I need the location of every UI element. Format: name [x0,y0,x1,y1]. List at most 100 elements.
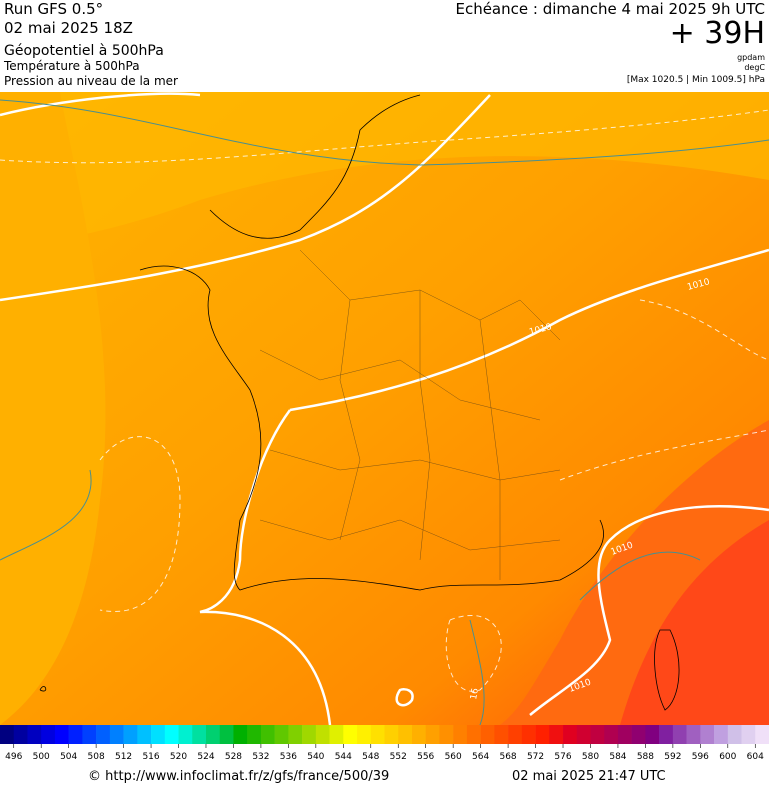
color-swatch [151,725,166,744]
color-swatch [686,725,701,744]
tick-label: 516 [142,752,159,762]
color-swatch [274,725,289,744]
color-swatch [68,725,83,744]
color-swatch [398,725,413,744]
tick-label: 528 [225,752,242,762]
tick-label: 560 [445,752,462,762]
color-swatch [123,725,138,744]
color-swatch [741,725,756,744]
color-swatch [494,725,509,744]
color-swatch [315,725,330,744]
tick-label: 572 [527,752,544,762]
tick-label: 496 [5,752,22,762]
color-swatch [563,725,578,744]
tick-label: 532 [252,752,269,762]
color-swatch [13,725,28,744]
color-swatch [672,725,687,744]
field-label: Pression au niveau de la mer [4,74,178,88]
generated-time: 02 mai 2025 21:47 UTC [512,769,666,784]
tick-label: 584 [609,752,626,762]
tick-label: 580 [582,752,599,762]
tick-label: 604 [747,752,764,762]
tick-label: 544 [335,752,352,762]
color-swatch [137,725,152,744]
pressure-range: [Max 1020.5 | Min 1009.5] hPa [627,75,765,85]
valid-time: Echéance : dimanche 4 mai 2025 9h UTC [455,0,765,18]
tick-label: 568 [499,752,516,762]
geopotential-lines [0,99,769,725]
color-swatch [659,725,674,744]
color-swatch [164,725,179,744]
department-borders [259,249,561,580]
color-swatch [411,725,426,744]
tick-label: 504 [60,752,77,762]
color-swatch [714,725,729,744]
color-swatch [27,725,42,744]
color-swatch [96,725,111,744]
color-swatch [590,725,605,744]
color-swatch [219,725,234,744]
color-swatch [82,725,97,744]
unit: gpdam [737,53,765,62]
tick-label: 508 [88,752,105,762]
tick-label: 548 [362,752,379,762]
color-swatch [700,725,715,744]
color-swatch [247,725,262,744]
tick-label: 564 [472,752,489,762]
color-swatch [260,725,275,744]
color-swatch [54,725,69,744]
field-area [620,520,769,725]
color-swatch [41,725,56,744]
tick-label: 596 [692,752,709,762]
color-swatch [466,725,481,744]
run-date: 02 mai 2025 18Z [4,19,133,37]
source-url: © http://www.infoclimat.fr/z/gfs/france/… [88,769,389,784]
tick-label: 520 [170,752,187,762]
tick-label: 576 [554,752,571,762]
color-swatch [755,725,769,744]
map: 1010 1010 1010 1010 16 [0,92,769,725]
tick-label: 524 [197,752,214,762]
color-swatch [576,725,591,744]
tick-label: 500 [33,752,50,762]
color-swatch [343,725,358,744]
color-swatch [370,725,385,744]
run-title: Run GFS 0.5° [4,0,103,18]
tick-label: 536 [280,752,297,762]
color-swatch [109,725,124,744]
field-area [0,92,769,250]
tick-label: 552 [390,752,407,762]
color-swatch [425,725,440,744]
color-swatch [357,725,372,744]
tick-label: 592 [664,752,681,762]
color-swatch [453,725,468,744]
isotherms [0,109,769,692]
tick-label: 512 [115,752,132,762]
coastlines [39,94,680,711]
tick-label: 588 [637,752,654,762]
color-swatch [178,725,193,744]
color-swatch [233,725,248,744]
color-swatch [645,725,660,744]
color-swatch [727,725,742,744]
lead-time: + 39H [670,16,765,51]
tick-label: 600 [719,752,736,762]
color-swatch [631,725,646,744]
field-label: Température à 500hPa [3,59,140,73]
colorbar: 496 500 504 508 512 516 520 524 528 532 536 540 544 5… [0,725,769,762]
tick-label: 556 [417,752,434,762]
color-swatch [329,725,344,744]
color-swatch [480,725,495,744]
color-swatch [205,725,221,744]
color-swatch [384,725,399,744]
color-swatch [604,725,619,744]
color-swatch [302,725,317,744]
contour-label: 16 [469,687,481,700]
color-swatch [617,725,632,744]
field-label: Géopotentiel à 500hPa [4,43,164,59]
color-swatch [0,725,15,744]
color-swatch [549,725,564,744]
color-swatch [192,725,207,744]
unit: degC [744,63,765,72]
